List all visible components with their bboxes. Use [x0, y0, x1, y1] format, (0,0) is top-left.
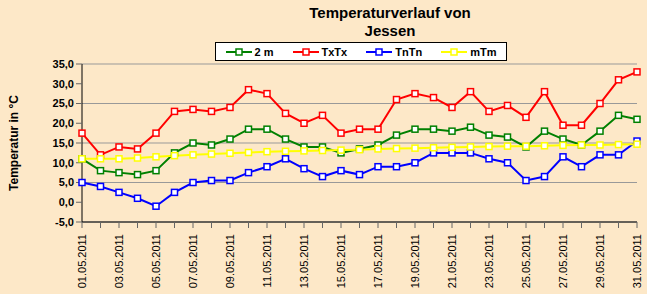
- html-text:2 m: 2 m: [254, 45, 274, 58]
- svg-text:03.05.2011: 03.05.2011: [113, 234, 125, 288]
- svg-text:25.05.2011: 25.05.2011: [520, 234, 532, 288]
- svg-text:31.05.2011: 31.05.2011: [631, 234, 639, 288]
- html-text:TnTn: TnTn: [395, 45, 423, 58]
- svg-text:0,0: 0,0: [59, 196, 74, 208]
- html-text:Temperaturverlauf von Jessen: Temperaturverlauf von Jessen: [309, 4, 471, 39]
- svg-text:27.05.2011: 27.05.2011: [557, 234, 569, 288]
- svg-text:05.05.2011: 05.05.2011: [150, 234, 162, 288]
- svg-text:13.05.2011: 13.05.2011: [298, 234, 310, 288]
- svg-text:Temperatur in °C: Temperatur in °C: [8, 95, 21, 191]
- svg-text:07.05.2011: 07.05.2011: [187, 234, 199, 288]
- svg-text:20,0: 20,0: [53, 117, 74, 129]
- svg-text:5,0: 5,0: [59, 176, 74, 188]
- svg-text:11.05.2011: 11.05.2011: [261, 234, 273, 287]
- svg-text:23.05.2011: 23.05.2011: [483, 234, 495, 288]
- svg-text:01.05.2011: 01.05.2011: [76, 234, 88, 288]
- svg-text:10,0: 10,0: [53, 157, 74, 169]
- svg-text:21.05.2011: 21.05.2011: [446, 234, 458, 288]
- svg-text:29.05.2011: 29.05.2011: [594, 234, 606, 288]
- svg-text:-5,0: -5,0: [55, 216, 74, 228]
- svg-text:15,0: 15,0: [53, 137, 74, 149]
- html-text:TxTx: TxTx: [321, 45, 348, 58]
- svg-text:09.05.2011: 09.05.2011: [224, 234, 236, 288]
- svg-text:25,0: 25,0: [53, 97, 74, 109]
- svg-text:30,0: 30,0: [53, 78, 74, 90]
- svg-text:19.05.2011: 19.05.2011: [409, 234, 421, 288]
- svg-text:15.05.2011: 15.05.2011: [335, 234, 347, 288]
- svg-text:17.05.2011: 17.05.2011: [372, 234, 384, 288]
- html-text:mTm: mTm: [470, 45, 497, 58]
- svg-text:35,0: 35,0: [53, 58, 74, 70]
